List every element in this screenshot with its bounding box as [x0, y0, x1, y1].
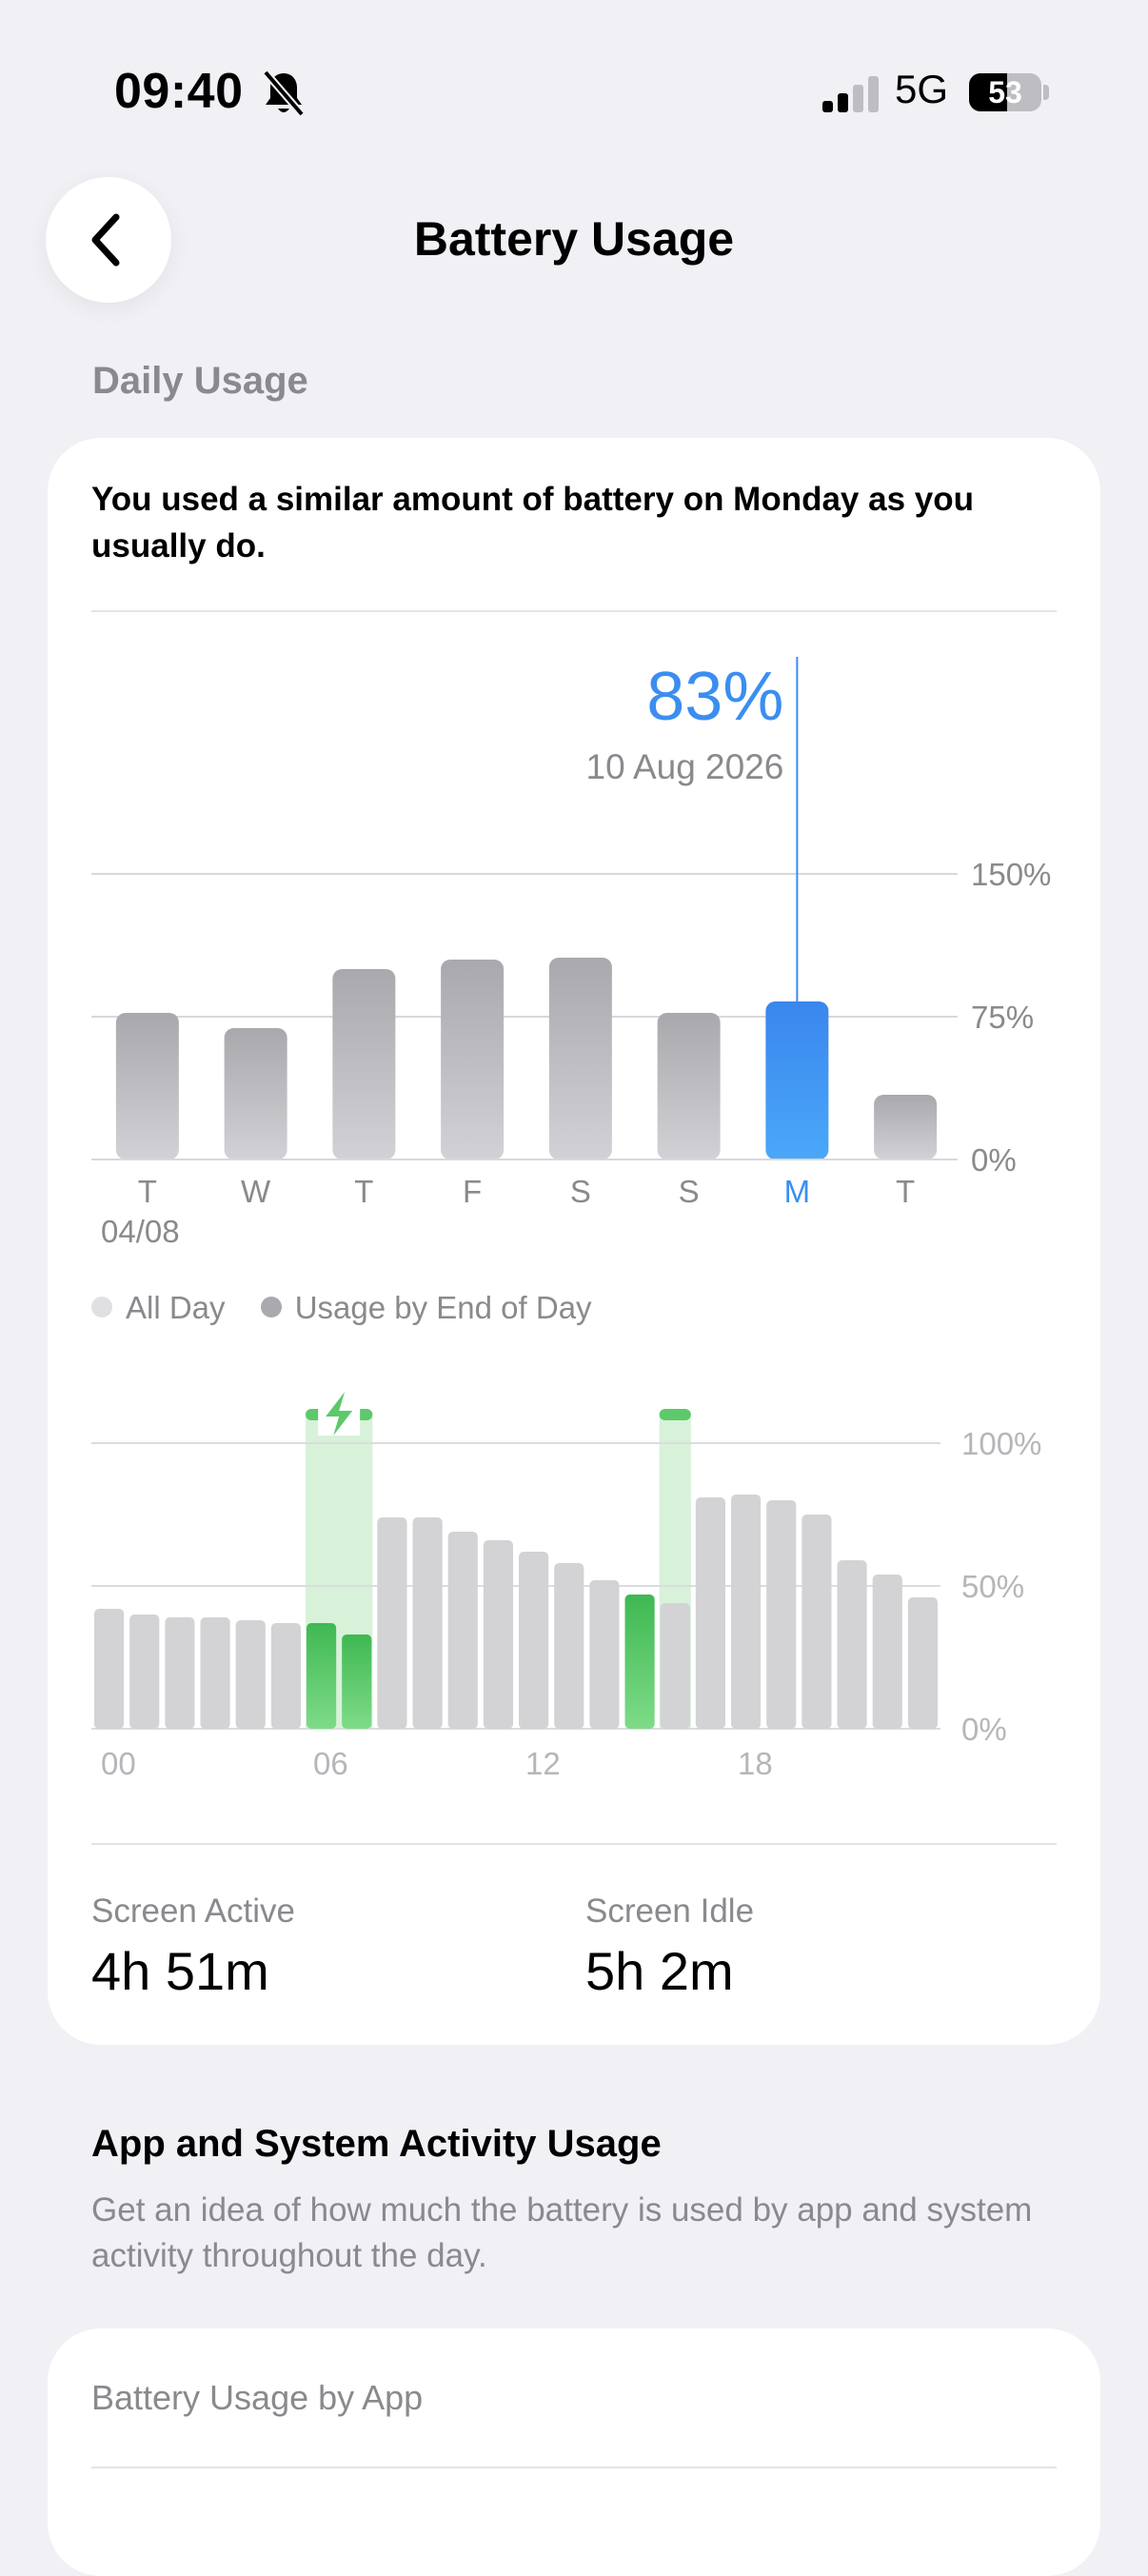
back-button[interactable]	[46, 177, 171, 303]
daily-y-tick-label: 75%	[971, 1000, 1034, 1035]
hourly-bar	[165, 1617, 195, 1729]
daily-bar	[115, 1013, 179, 1159]
hourly-x-tick-label: 06	[313, 1746, 348, 1781]
battery-tip	[1043, 85, 1049, 100]
daily-x-tick-label: T	[138, 1174, 157, 1209]
battery-icon: 53	[969, 73, 1041, 111]
hourly-bar	[554, 1563, 584, 1729]
hourly-x-tick-label: 18	[738, 1746, 773, 1781]
hourly-bar	[731, 1495, 762, 1729]
stats-divider	[91, 1843, 1057, 1845]
lightning-bolt-icon	[326, 1392, 353, 1436]
daily-x-tick-label: W	[241, 1174, 271, 1209]
cellular-signal-icon	[822, 76, 879, 112]
hourly-bar	[872, 1575, 902, 1729]
legend-dot-all-day	[91, 1297, 112, 1318]
daily-x-tick-label: T	[896, 1174, 915, 1209]
battery-level-text: 53	[988, 75, 1022, 109]
hourly-bar-charging	[624, 1595, 655, 1729]
daily-bar	[657, 1013, 721, 1159]
daily-start-date-label: 04/08	[101, 1214, 180, 1249]
battery-charts: 0% 75% 150% T W T F S S M 83% 10 Aug 2026 T 04/08 0% 5…	[91, 657, 1051, 1781]
hourly-bar	[695, 1497, 725, 1729]
charging-period-cap	[659, 1409, 691, 1420]
daily-x-tick-label: M	[784, 1174, 811, 1209]
chart-legend: All Day Usage by End of Day	[91, 1290, 592, 1326]
daily-x-tick-label: F	[463, 1174, 482, 1209]
app-card-divider	[91, 2467, 1057, 2468]
selected-value: 83%	[646, 659, 783, 735]
hourly-y-tick-label: 100%	[961, 1426, 1041, 1461]
legend-dot-end-of-day	[260, 1297, 282, 1318]
battery-level-fill	[969, 73, 1008, 111]
hourly-bar	[483, 1540, 513, 1729]
hourly-bar	[660, 1603, 690, 1729]
daily-usage-card	[48, 438, 1100, 2045]
daily-x-tick-label: S	[570, 1174, 591, 1209]
daily-bar	[874, 1095, 938, 1159]
hourly-bar-charging	[307, 1623, 337, 1729]
daily-x-tick-label: S	[679, 1174, 700, 1209]
hourly-x-tick-label: 00	[101, 1746, 136, 1781]
battery-usage-by-app-card[interactable]	[48, 2328, 1100, 2576]
daily-y-tick-label: 0%	[971, 1142, 1017, 1178]
legend-item-all-day: All Day	[91, 1290, 234, 1325]
hourly-bar	[907, 1597, 938, 1729]
hourly-bar	[447, 1532, 478, 1729]
hourly-bar	[200, 1617, 230, 1729]
bell-slash-icon	[262, 69, 306, 117]
legend-label-all-day: All Day	[126, 1290, 226, 1325]
hourly-bar	[235, 1620, 266, 1729]
battery-usage-by-app-label: Battery Usage by App	[91, 2378, 424, 2417]
screen-idle-value: 5h 2m	[585, 1941, 734, 2001]
hourly-bar	[377, 1517, 407, 1729]
screen-idle-label: Screen Idle	[585, 1892, 755, 1930]
hourly-y-tick-label: 0%	[961, 1712, 1007, 1747]
daily-bar	[548, 958, 612, 1159]
screen-active-value: 4h 51m	[91, 1941, 269, 2001]
daily-bar	[441, 960, 505, 1159]
daily-bar-selected	[765, 1001, 829, 1159]
summary-divider	[91, 610, 1057, 612]
daily-bar	[332, 969, 396, 1159]
chevron-left-icon	[91, 213, 120, 267]
legend-item-end-of-day: Usage by End of Day	[260, 1290, 592, 1325]
status-time: 09:40	[114, 64, 244, 119]
hourly-bar-charging	[342, 1635, 372, 1729]
hourly-bar	[270, 1623, 301, 1729]
hourly-bar	[519, 1552, 549, 1729]
hourly-battery-level-chart: 0% 50% 100% 00 06 12 18	[91, 1392, 1041, 1781]
hourly-y-tick-label: 50%	[961, 1569, 1024, 1604]
screen-active-label: Screen Active	[91, 1892, 295, 1930]
daily-usage-chart: 0% 75% 150% T W T F S S M 83% 10 Aug 2026 T 04/08	[91, 657, 1051, 1249]
hourly-bar	[802, 1515, 832, 1729]
hourly-bar	[412, 1517, 443, 1729]
page-title: Battery Usage	[413, 212, 735, 266]
hourly-bar	[837, 1560, 867, 1729]
daily-bar	[224, 1028, 287, 1159]
activity-section-title: App and System Activity Usage	[91, 2123, 662, 2165]
selected-date: 10 Aug 2026	[586, 747, 784, 786]
network-type: 5G	[895, 67, 949, 111]
hourly-bar	[589, 1580, 620, 1729]
daily-x-tick-label: T	[354, 1174, 373, 1209]
hourly-bar	[129, 1615, 160, 1729]
hourly-bar	[766, 1500, 797, 1729]
hourly-x-tick-label: 12	[525, 1746, 561, 1781]
daily-y-tick-label: 150%	[971, 857, 1051, 892]
daily-usage-section-label: Daily Usage	[92, 360, 308, 402]
activity-section-description: Get an idea of how much the battery is u…	[91, 2191, 1033, 2274]
legend-label-end-of-day: Usage by End of Day	[294, 1290, 592, 1325]
hourly-bar	[94, 1609, 125, 1729]
daily-usage-summary: You used a similar amount of battery on …	[91, 481, 975, 565]
